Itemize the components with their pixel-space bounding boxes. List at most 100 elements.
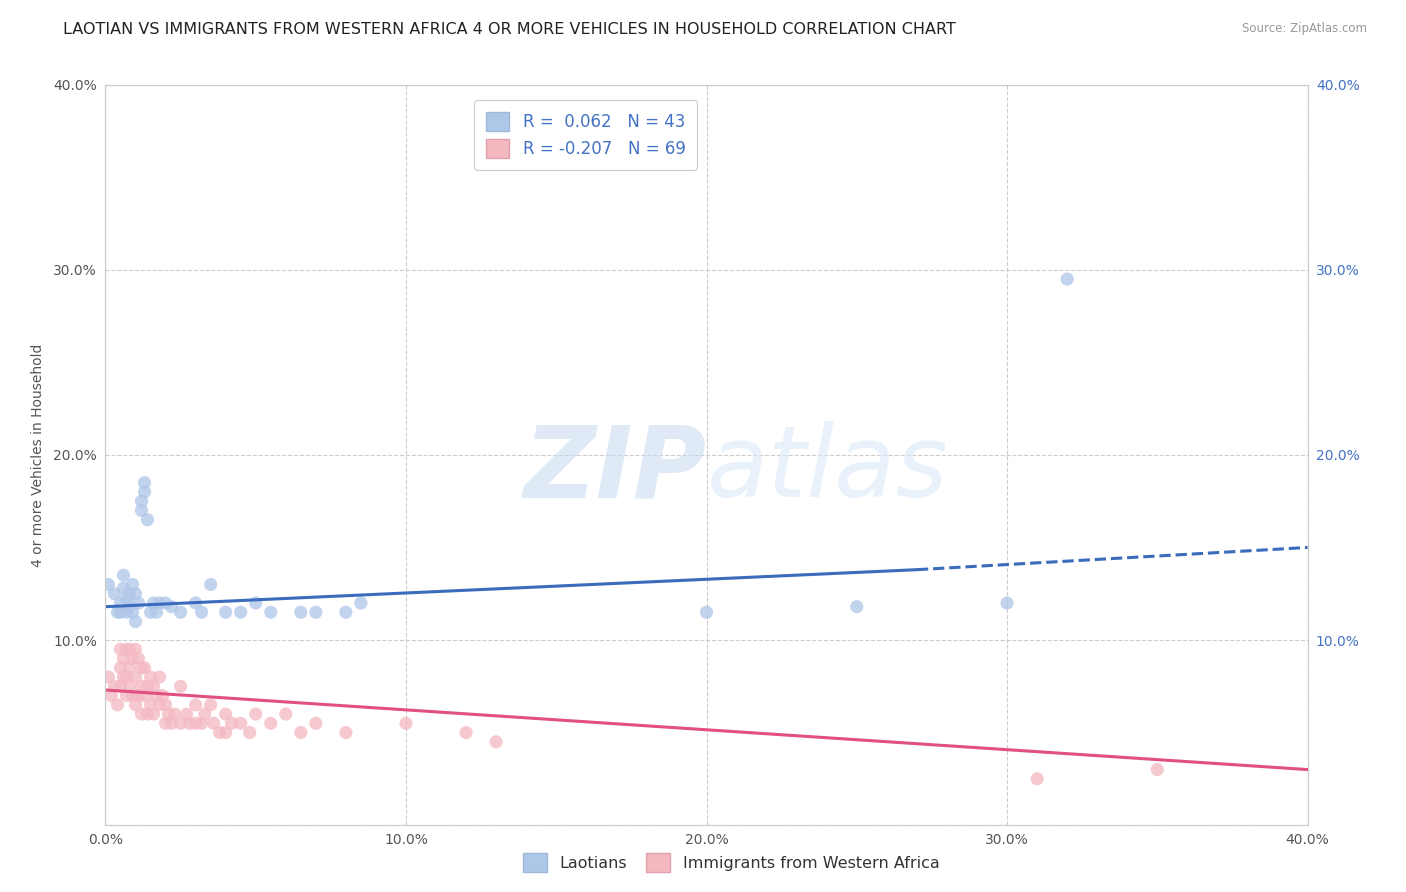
Point [335, 725, 357, 739]
Point [155, 716, 177, 731]
Point [1146, 763, 1168, 777]
Point [200, 577, 222, 591]
Point [107, 698, 129, 712]
Point [145, 689, 167, 703]
Point [696, 605, 718, 619]
Point [112, 581, 135, 595]
Point [184, 716, 207, 731]
Point [128, 651, 150, 665]
Point [128, 689, 150, 703]
Point [202, 716, 225, 731]
Point [110, 605, 132, 619]
Point [155, 596, 177, 610]
Point [184, 698, 207, 712]
Point [142, 596, 165, 610]
Point [115, 592, 138, 607]
Point [145, 605, 167, 619]
Y-axis label: 4 or more Vehicles in Household: 4 or more Vehicles in Household [31, 343, 45, 566]
Point [290, 605, 312, 619]
Point [103, 587, 125, 601]
Point [176, 706, 198, 721]
Text: LAOTIAN VS IMMIGRANTS FROM WESTERN AFRICA 4 OR MORE VEHICLES IN HOUSEHOLD CORREL: LAOTIAN VS IMMIGRANTS FROM WESTERN AFRIC… [63, 22, 956, 37]
Point [103, 679, 125, 693]
Point [190, 605, 212, 619]
Point [456, 725, 478, 739]
Point [169, 716, 191, 731]
Point [139, 670, 162, 684]
Point [395, 716, 418, 731]
Point [121, 651, 143, 665]
Point [124, 698, 146, 712]
Point [148, 670, 170, 684]
Point [136, 679, 159, 693]
Point [118, 679, 141, 693]
Point [124, 642, 146, 657]
Point [139, 605, 162, 619]
Point [274, 706, 297, 721]
Point [152, 689, 174, 703]
Point [190, 716, 212, 731]
Point [131, 706, 153, 721]
Point [118, 587, 141, 601]
Point [194, 706, 217, 721]
Point [214, 706, 236, 721]
Point [214, 725, 236, 739]
Point [124, 587, 146, 601]
Point [350, 596, 373, 610]
Point [131, 503, 153, 517]
Point [169, 679, 191, 693]
Point [97, 577, 120, 591]
Point [110, 596, 132, 610]
Point [485, 735, 508, 749]
Point [335, 605, 357, 619]
Point [131, 661, 153, 675]
Point [115, 642, 138, 657]
Point [163, 706, 186, 721]
Point [155, 698, 177, 712]
Point [112, 568, 135, 582]
Point [110, 661, 132, 675]
Point [290, 725, 312, 739]
Point [995, 596, 1018, 610]
Point [131, 494, 153, 508]
Point [118, 661, 141, 675]
Point [305, 605, 328, 619]
Point [229, 716, 252, 731]
Point [112, 651, 135, 665]
Point [208, 725, 231, 739]
Point [157, 706, 180, 721]
Point [169, 605, 191, 619]
Point [124, 615, 146, 629]
Point [115, 605, 138, 619]
Point [245, 706, 267, 721]
Point [97, 670, 120, 684]
Point [229, 605, 252, 619]
Point [160, 599, 183, 614]
Point [142, 706, 165, 721]
Point [110, 679, 132, 693]
Point [200, 698, 222, 712]
Legend: Laotians, Immigrants from Western Africa: Laotians, Immigrants from Western Africa [515, 845, 948, 880]
Point [245, 596, 267, 610]
Point [260, 605, 283, 619]
Point [148, 698, 170, 712]
Legend: R =  0.062   N = 43, R = -0.207   N = 69: R = 0.062 N = 43, R = -0.207 N = 69 [474, 101, 697, 169]
Point [110, 642, 132, 657]
Point [128, 596, 150, 610]
Point [214, 605, 236, 619]
Point [112, 670, 135, 684]
Point [305, 716, 328, 731]
Text: ZIP: ZIP [523, 421, 707, 518]
Point [139, 698, 162, 712]
Point [134, 689, 156, 703]
Point [118, 642, 141, 657]
Text: atlas: atlas [707, 421, 948, 518]
Point [260, 716, 283, 731]
Point [107, 605, 129, 619]
Point [134, 485, 156, 500]
Point [1026, 772, 1049, 786]
Point [124, 670, 146, 684]
Point [179, 716, 201, 731]
Point [134, 475, 156, 490]
Point [118, 599, 141, 614]
